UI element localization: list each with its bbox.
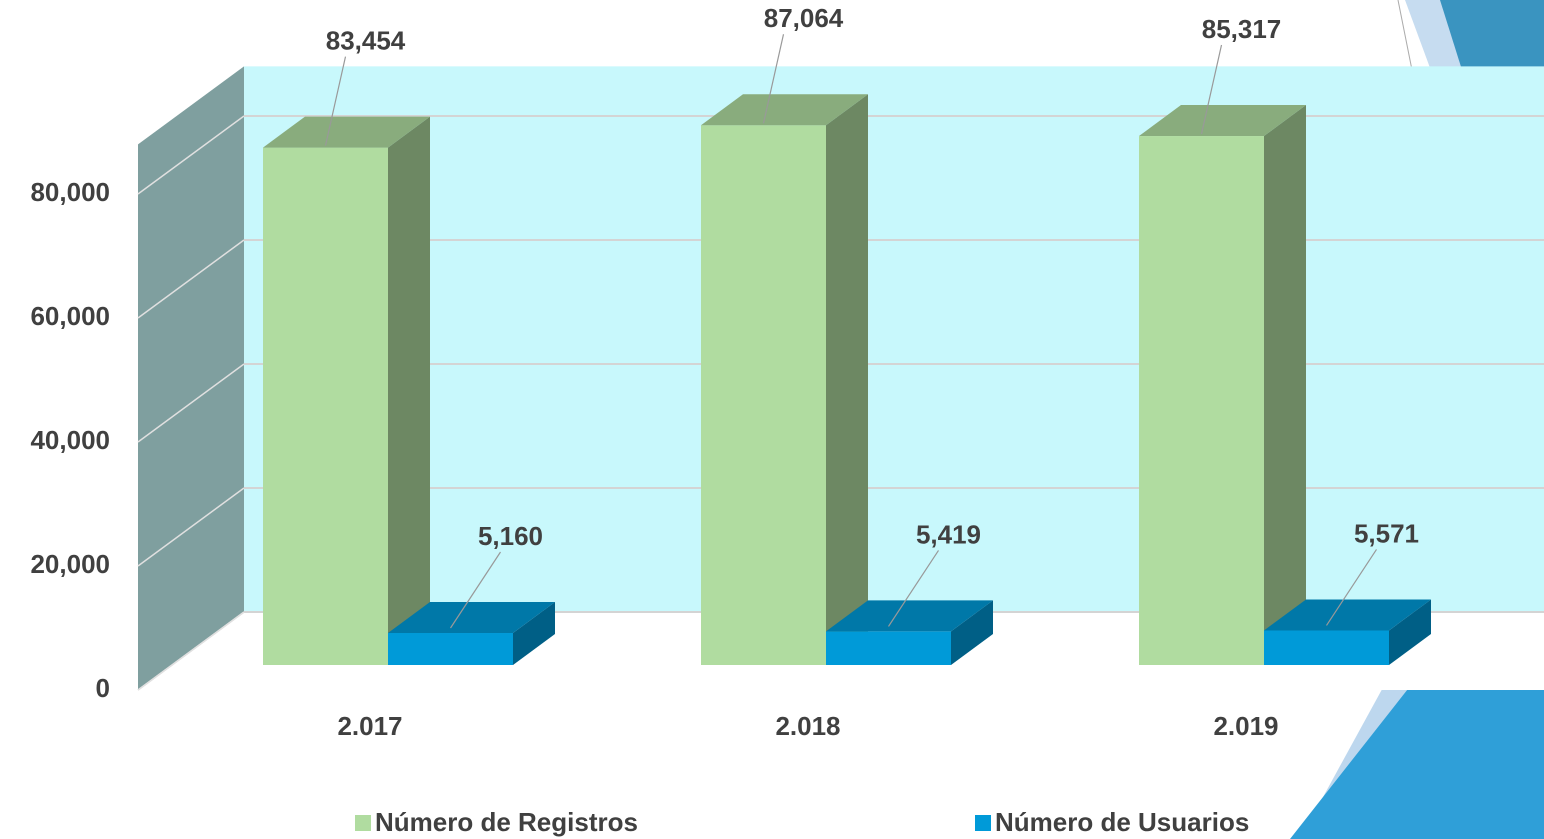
bar-side: [1389, 599, 1431, 665]
bar-side: [513, 602, 555, 665]
leader-line: [324, 56, 347, 146]
plot-area: 0 20,000 40,000 60,000 80,000 2.017 83,454 5,16…: [30, 3, 1544, 741]
bar: [826, 600, 993, 665]
bar-front: [1139, 136, 1264, 665]
grid-line-side: [137, 363, 245, 443]
leader-line: [762, 34, 785, 124]
leader-line: [1200, 44, 1223, 135]
data-label: 5,419: [916, 519, 981, 549]
legend-swatch: [355, 815, 371, 831]
data-label: 5,571: [1354, 518, 1419, 548]
bar-front: [263, 147, 388, 665]
bar-front: [826, 631, 951, 665]
bar-side: [388, 116, 430, 665]
bar: [388, 602, 555, 665]
legend-label: Número de Registros: [375, 807, 638, 837]
y-tick-label: 80,000: [30, 177, 110, 207]
x-tick-label: 2.018: [775, 711, 840, 741]
bar-front: [388, 633, 513, 665]
back-wall: [244, 66, 1544, 612]
x-tick-label: 2.017: [337, 711, 402, 741]
leader-line: [887, 550, 940, 627]
data-label: 83,454: [326, 25, 406, 55]
bar-top: [1139, 105, 1306, 137]
bar-front: [701, 125, 826, 666]
bar-top: [1264, 599, 1431, 631]
data-label: 85,317: [1202, 14, 1282, 44]
bar-top: [263, 116, 430, 148]
bar: [1264, 599, 1431, 665]
x-tick-label: 2.019: [1213, 711, 1278, 741]
side-wall: [138, 66, 244, 690]
grid-line-side: [137, 487, 245, 567]
data-label: 87,064: [764, 3, 844, 33]
data-label: 5,160: [478, 521, 543, 551]
grid-line-side: [137, 115, 245, 195]
bar-top: [826, 600, 993, 632]
y-tick-label: 60,000: [30, 301, 110, 331]
bar-side: [1264, 105, 1306, 665]
bar-top: [701, 94, 868, 126]
bar: [701, 94, 868, 666]
leader-line: [449, 551, 502, 629]
y-tick-label: 40,000: [30, 425, 110, 455]
y-tick-label: 0: [96, 673, 110, 703]
y-tick-label: 20,000: [30, 549, 110, 579]
bar-side: [826, 94, 868, 666]
bar-side: [951, 600, 993, 665]
legend-label: Número de Usuarios: [995, 807, 1249, 837]
grid-line-side: [137, 611, 245, 691]
grid-line-side: [137, 239, 245, 319]
legend-swatch: [975, 815, 991, 831]
leader-line: [1325, 549, 1378, 626]
bar-front: [1264, 630, 1389, 665]
bar: [1139, 105, 1306, 665]
bar-top: [388, 602, 555, 634]
bar: [263, 116, 430, 665]
